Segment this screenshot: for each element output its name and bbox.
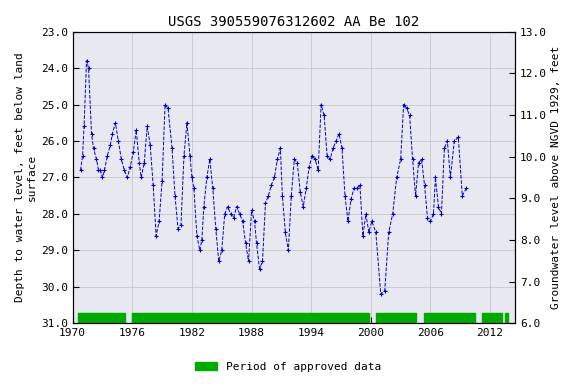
Legend: Period of approved data: Period of approved data [191, 358, 385, 377]
Bar [78, 313, 126, 323]
Bar [505, 313, 508, 323]
Bar [423, 313, 475, 323]
Bar [376, 313, 415, 323]
Bar [132, 313, 369, 323]
Y-axis label: Depth to water level, feet below land
surface: Depth to water level, feet below land su… [15, 53, 37, 302]
Title: USGS 390559076312602 AA Be 102: USGS 390559076312602 AA Be 102 [168, 15, 419, 29]
Bar [482, 313, 502, 323]
Y-axis label: Groundwater level above NGVD 1929, feet: Groundwater level above NGVD 1929, feet [551, 46, 561, 309]
